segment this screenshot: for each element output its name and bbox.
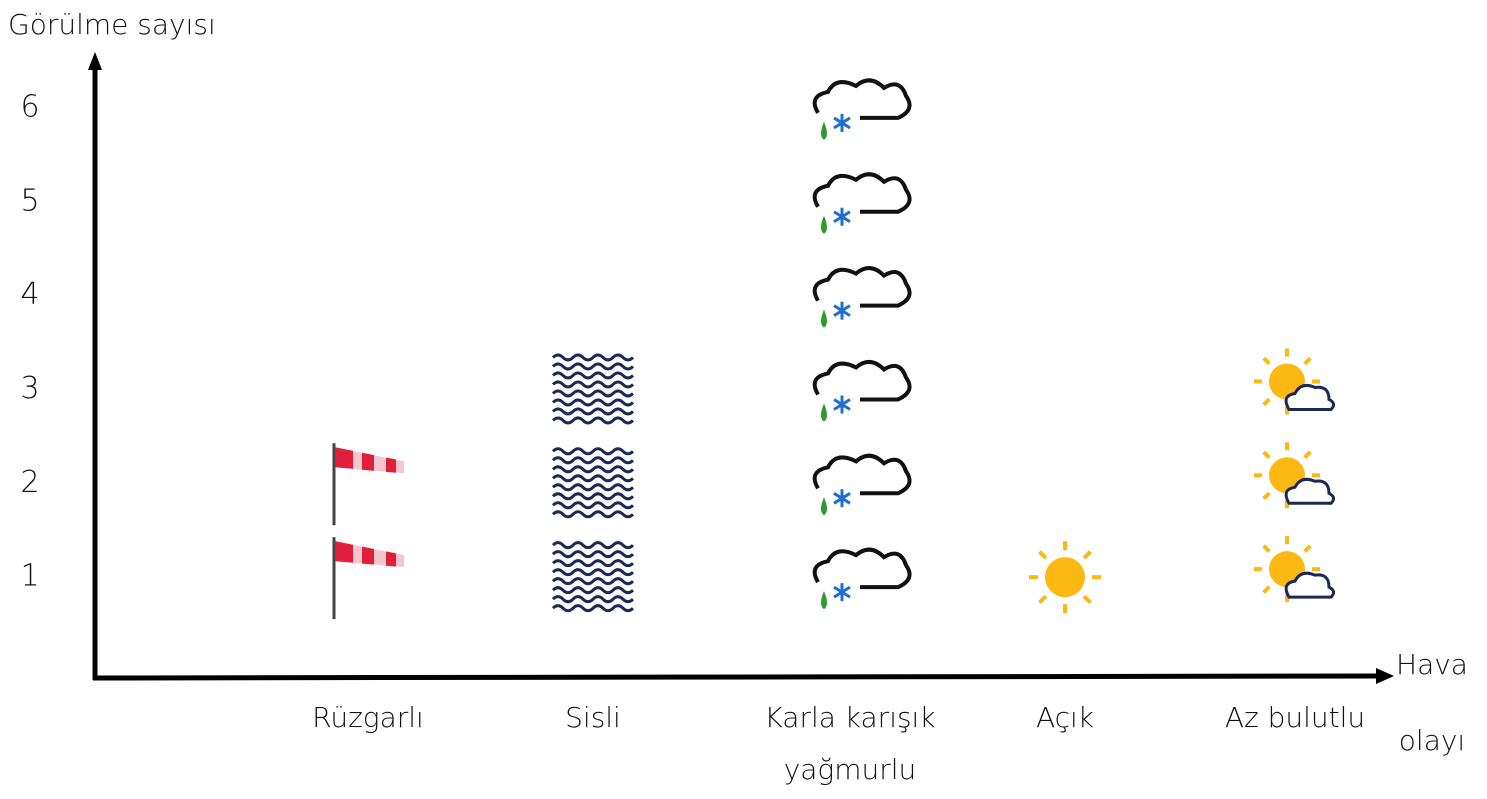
drop — [821, 309, 827, 328]
wave — [551, 595, 635, 604]
pictogram — [1254, 348, 1336, 415]
ray — [1303, 544, 1312, 553]
wave — [551, 389, 635, 398]
ray — [1038, 550, 1048, 560]
stripe — [335, 447, 353, 469]
wave — [551, 541, 635, 550]
wave — [551, 604, 635, 613]
flake — [833, 207, 851, 226]
y-tick-label: 2 — [20, 465, 39, 500]
cloud — [1284, 571, 1336, 599]
y-tick-label: 4 — [20, 277, 39, 312]
flake — [833, 395, 851, 414]
y-axis-arrow — [88, 52, 102, 70]
pictogram — [551, 353, 635, 425]
pictogram — [1254, 442, 1336, 509]
x-axis-title: Hava olayı — [1396, 648, 1468, 757]
cloud — [1284, 383, 1336, 411]
ray — [1303, 450, 1312, 460]
wave — [551, 474, 635, 483]
x-axis — [92, 673, 1381, 681]
wave — [551, 380, 635, 389]
drop — [821, 403, 827, 422]
flake — [833, 489, 851, 508]
stripe — [362, 546, 374, 565]
pictogram — [551, 447, 635, 519]
ray — [1038, 594, 1048, 605]
pictogram — [812, 547, 912, 610]
cloud — [1284, 477, 1336, 505]
wave — [551, 447, 635, 456]
wave — [551, 353, 635, 362]
x-tick-label: Rüzgarlı — [312, 701, 424, 734]
drop — [821, 215, 827, 234]
pictogram — [551, 541, 635, 613]
ray — [1262, 544, 1271, 553]
drop — [821, 591, 827, 610]
wave — [551, 362, 635, 371]
pictogram — [332, 537, 404, 620]
stripe — [386, 551, 396, 567]
wave — [551, 456, 635, 465]
wave — [551, 501, 635, 510]
pictogram — [812, 453, 912, 516]
pictogram — [1029, 541, 1101, 614]
wave — [551, 371, 635, 380]
drop — [821, 121, 827, 140]
pictogram — [812, 266, 912, 328]
flake — [833, 583, 851, 602]
x-tick-label: Açık — [1035, 701, 1095, 734]
stripe — [335, 541, 353, 563]
pictogram — [812, 359, 912, 422]
x-tick-label: Sisli — [565, 701, 621, 734]
ray — [1262, 585, 1271, 594]
ray — [1262, 491, 1271, 501]
cloud — [812, 266, 912, 308]
cloud — [812, 359, 912, 402]
y-tick-label: 6 — [20, 89, 39, 124]
pictogram — [812, 172, 912, 234]
y-tick-label: 1 — [20, 559, 39, 594]
pictogram — [332, 443, 404, 526]
wave — [551, 407, 635, 416]
stripe — [386, 457, 396, 473]
cloud — [812, 78, 912, 120]
wave — [551, 550, 635, 559]
x-tick-label: Karla karışık yağmurlu — [764, 701, 936, 786]
y-axis-title: Görülme sayısı — [8, 8, 216, 41]
pictogram — [1254, 536, 1336, 603]
x-tick-label: Az bulutlu — [1224, 701, 1366, 734]
wave — [551, 559, 635, 568]
sun — [1045, 557, 1085, 598]
stripe — [362, 452, 374, 471]
cloud — [812, 547, 912, 590]
wave — [551, 586, 635, 595]
ray — [1262, 356, 1271, 366]
wave — [551, 483, 635, 492]
ray — [1082, 594, 1092, 605]
flake — [833, 113, 851, 132]
ray — [1262, 397, 1271, 407]
wave — [551, 398, 635, 407]
y-tick-label: 5 — [20, 183, 39, 218]
x-axis-arrow — [1376, 668, 1394, 684]
cloud — [812, 172, 912, 214]
wave — [551, 568, 635, 577]
wave — [551, 577, 635, 586]
pictogram — [812, 78, 912, 140]
ray — [1082, 550, 1092, 560]
ray — [1303, 356, 1312, 366]
ray — [1262, 450, 1271, 460]
wave — [551, 465, 635, 474]
wave — [551, 416, 635, 425]
y-tick-label: 3 — [20, 371, 39, 406]
drop — [821, 497, 827, 516]
cloud — [812, 453, 912, 496]
wave — [551, 492, 635, 501]
flake — [833, 301, 851, 320]
wave — [551, 510, 635, 519]
